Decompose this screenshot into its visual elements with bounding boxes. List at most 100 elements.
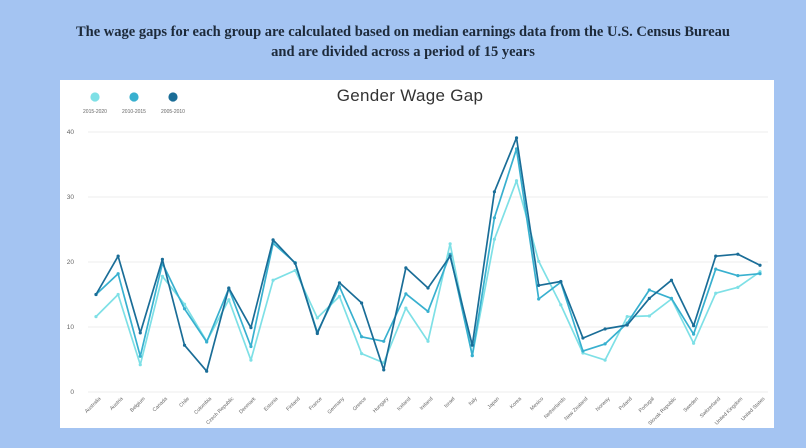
data-point	[293, 268, 297, 273]
data-point	[404, 306, 408, 310]
data-point	[581, 336, 585, 340]
data-point	[227, 286, 231, 290]
data-point	[116, 292, 120, 297]
x-tick-label: Korea	[509, 396, 523, 410]
data-point	[138, 331, 142, 335]
data-point	[337, 281, 342, 285]
x-tick-label: Colombia	[193, 396, 213, 416]
data-point	[559, 303, 563, 307]
x-tick-label: Portugal	[638, 396, 656, 414]
data-point	[492, 190, 496, 194]
data-point	[537, 297, 541, 301]
data-point	[714, 267, 718, 271]
data-point	[404, 292, 408, 296]
series-line-2015-2020	[95, 179, 761, 366]
x-tick-label: Germany	[327, 396, 347, 416]
data-point	[537, 259, 541, 263]
y-axis-ticks: 0 10 20 30 40	[67, 129, 75, 396]
data-point	[182, 343, 187, 347]
legend-label: 2015-2020	[83, 109, 107, 115]
data-point	[138, 354, 142, 358]
data-point	[692, 332, 696, 336]
x-tick-label: Mexico	[529, 396, 545, 412]
data-point	[736, 252, 740, 256]
data-point	[669, 278, 674, 282]
data-point	[337, 294, 342, 299]
legend-marker	[129, 92, 139, 102]
data-point	[625, 315, 629, 319]
data-point	[404, 266, 408, 270]
y-tick-label: 40	[67, 129, 75, 136]
data-point	[426, 339, 430, 343]
data-point	[293, 261, 297, 265]
data-point	[537, 283, 541, 287]
x-axis-ticks: Australia Austria Belgium Canada Chile Colomb…	[84, 396, 767, 427]
gridlines	[88, 131, 768, 393]
data-point	[382, 368, 386, 372]
x-tick-label: Austria	[109, 396, 125, 412]
data-point	[758, 272, 762, 276]
legend-marker	[90, 92, 100, 102]
chart-title: Gender Wage Gap	[337, 86, 484, 105]
data-point	[514, 136, 519, 140]
x-tick-label: Finland	[285, 396, 301, 412]
data-point	[160, 257, 164, 261]
data-point	[315, 316, 319, 320]
x-tick-label: Sweden	[683, 396, 701, 414]
x-tick-label: Israel	[443, 396, 456, 409]
x-tick-label: Switzerland	[699, 396, 722, 419]
data-point	[625, 323, 629, 327]
data-point	[382, 339, 386, 343]
data-point	[426, 309, 430, 313]
data-point	[315, 331, 319, 336]
x-tick-label: Denmark	[238, 396, 257, 415]
data-point	[138, 363, 142, 367]
series-line-2010-2015	[95, 148, 761, 358]
x-tick-label: New Zealand	[563, 396, 589, 422]
x-tick-label: Ireland	[419, 396, 435, 412]
x-tick-label: France	[308, 396, 324, 412]
y-tick-label: 10	[67, 324, 75, 331]
legend-label: 2010-2015	[122, 109, 146, 115]
data-point	[603, 327, 607, 331]
data-point	[647, 296, 651, 300]
data-point	[249, 358, 253, 362]
data-point	[116, 254, 120, 258]
data-point	[692, 324, 696, 328]
data-point	[714, 254, 718, 258]
data-point	[205, 369, 209, 373]
data-point	[470, 354, 474, 358]
data-point	[559, 279, 563, 284]
data-point	[271, 278, 275, 282]
caption-line-2: and are divided across a period of 15 ye…	[271, 44, 535, 60]
data-point	[714, 291, 718, 295]
data-point	[603, 342, 607, 346]
data-point	[249, 326, 253, 330]
x-tick-label: United States	[740, 396, 767, 423]
data-point	[647, 314, 651, 318]
x-tick-label: Canada	[152, 396, 169, 413]
data-point	[448, 242, 452, 246]
series-line-2005-2010	[95, 136, 761, 373]
data-point	[448, 254, 452, 258]
x-tick-label: Hungary	[372, 396, 390, 414]
x-tick-label: Poland	[618, 396, 634, 412]
x-tick-label: Norway	[595, 396, 612, 413]
data-point	[94, 315, 98, 319]
x-tick-label: Italy	[468, 396, 479, 407]
y-tick-label: 20	[67, 259, 75, 266]
data-point	[160, 274, 164, 278]
x-tick-label: Greece	[352, 396, 368, 412]
figure-caption: The wage gaps for each group are calcula…	[0, 22, 806, 62]
y-tick-label: 30	[67, 194, 75, 201]
data-point	[492, 216, 496, 220]
data-point	[669, 296, 674, 300]
x-tick-label: Australia	[84, 396, 103, 415]
data-point	[182, 307, 187, 311]
chart-panel: Gender Wage Gap 0 10 20 30 40 Australia Austr…	[60, 80, 774, 428]
data-point	[470, 343, 474, 347]
data-point	[271, 238, 275, 242]
data-point	[360, 335, 364, 339]
data-point	[94, 292, 98, 297]
x-tick-label: Japan	[487, 396, 501, 410]
